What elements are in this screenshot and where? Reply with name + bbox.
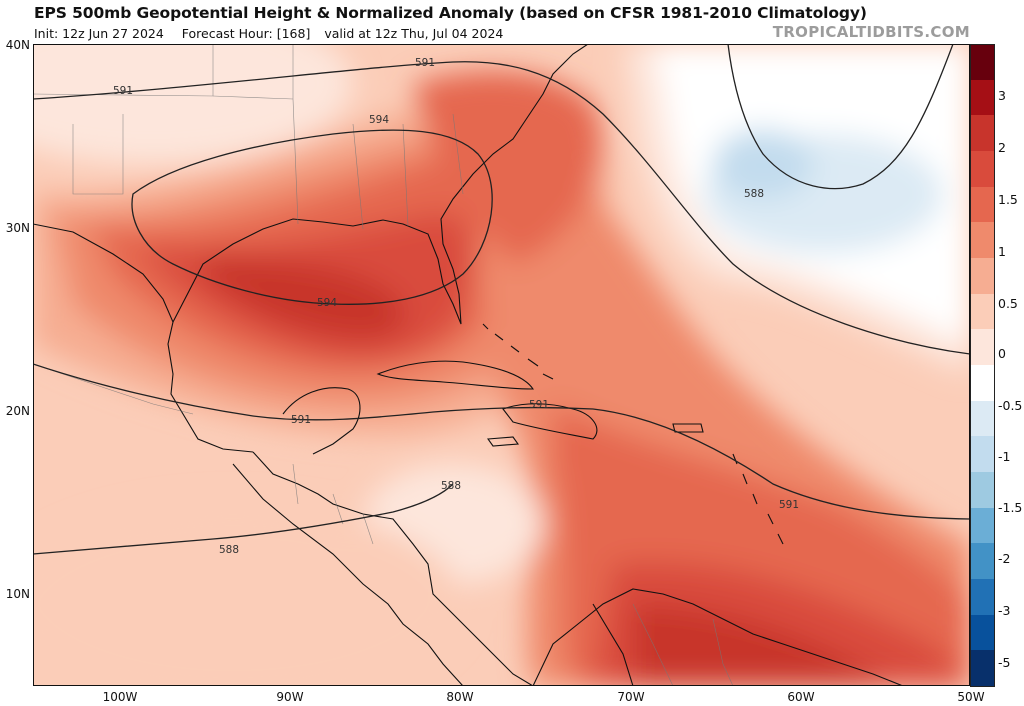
colorbar-label: -2 xyxy=(998,551,1011,566)
colorbar xyxy=(970,44,995,687)
valid-time: valid at 12z Thu, Jul 04 2024 xyxy=(324,26,504,41)
colorbar-swatch xyxy=(970,186,994,223)
lon-label-90w: 90W xyxy=(276,690,304,704)
colorbar-swatch xyxy=(970,44,994,81)
lat-label-10n: 10N xyxy=(5,587,30,601)
coastlines xyxy=(33,44,904,686)
lon-label-50w: 50W xyxy=(957,690,985,704)
anomaly-map: 591 591 594 594 591 591 588 588 591 588 xyxy=(33,44,970,686)
colorbar-swatch xyxy=(970,436,994,473)
lon-label-100w: 100W xyxy=(102,690,138,704)
contour-label: 588 xyxy=(441,480,461,492)
colorbar-swatch xyxy=(970,365,994,402)
colorbar-label: 1 xyxy=(998,244,1006,259)
contour-labels: 591 591 594 594 591 591 588 588 591 588 xyxy=(113,57,799,556)
colorbar-label: 3 xyxy=(998,88,1006,103)
colorbar-swatch xyxy=(970,115,994,152)
contour-label: 588 xyxy=(744,188,764,200)
colorbar-swatch xyxy=(970,472,994,509)
forecast-hour: Forecast Hour: [168] xyxy=(181,26,311,41)
lat-label-30n: 30N xyxy=(5,221,30,235)
colorbar-label: -5 xyxy=(998,655,1011,670)
colorbar-swatch xyxy=(970,258,994,295)
lon-label-60w: 60W xyxy=(787,690,815,704)
contour-label: 594 xyxy=(369,114,389,126)
map-frame xyxy=(33,44,970,686)
contour-label: 591 xyxy=(779,499,799,511)
colorbar-swatch xyxy=(970,507,994,544)
contour-label: 591 xyxy=(529,399,549,411)
colorbar-label: -3 xyxy=(998,603,1011,618)
chart-title: EPS 500mb Geopotential Height & Normaliz… xyxy=(34,4,867,22)
colorbar-label: 0.5 xyxy=(998,296,1018,311)
colorbar-label: -1 xyxy=(998,449,1011,464)
colorbar-swatch xyxy=(970,222,994,259)
lat-label-20n: 20N xyxy=(5,404,30,418)
height-contours xyxy=(33,44,970,555)
colorbar-swatch xyxy=(970,329,994,366)
lat-label-40n: 40N xyxy=(5,38,30,52)
contour-label: 594 xyxy=(317,297,337,309)
chart-subtitle: Init: 12z Jun 27 2024 Forecast Hour: [16… xyxy=(34,26,503,41)
lon-label-70w: 70W xyxy=(617,690,645,704)
contour-label: 588 xyxy=(219,544,239,556)
contour-label: 591 xyxy=(113,85,133,97)
colorbar-label: -1.5 xyxy=(998,500,1023,515)
colorbar-swatch xyxy=(970,579,994,616)
init-time: Init: 12z Jun 27 2024 xyxy=(34,26,164,41)
colorbar-label: 1.5 xyxy=(998,192,1018,207)
colorbar-swatch xyxy=(970,650,994,687)
colorbar-swatch xyxy=(970,151,994,188)
brand-watermark: TROPICALTIDBITS.COM xyxy=(772,23,970,41)
colorbar-label: 2 xyxy=(998,140,1006,155)
colorbar-swatch xyxy=(970,543,994,580)
colorbar-swatch xyxy=(970,614,994,651)
colorbar-swatch xyxy=(970,293,994,330)
lon-label-80w: 80W xyxy=(446,690,474,704)
colorbar-swatch xyxy=(970,79,994,116)
colorbar-label: 0 xyxy=(998,346,1006,361)
colorbar-label: -0.5 xyxy=(998,398,1023,413)
contour-label: 591 xyxy=(291,414,311,426)
contour-label: 591 xyxy=(415,57,435,69)
colorbar-frame xyxy=(970,44,995,687)
anomaly-field xyxy=(33,44,970,686)
colorbar-swatch xyxy=(970,400,994,437)
